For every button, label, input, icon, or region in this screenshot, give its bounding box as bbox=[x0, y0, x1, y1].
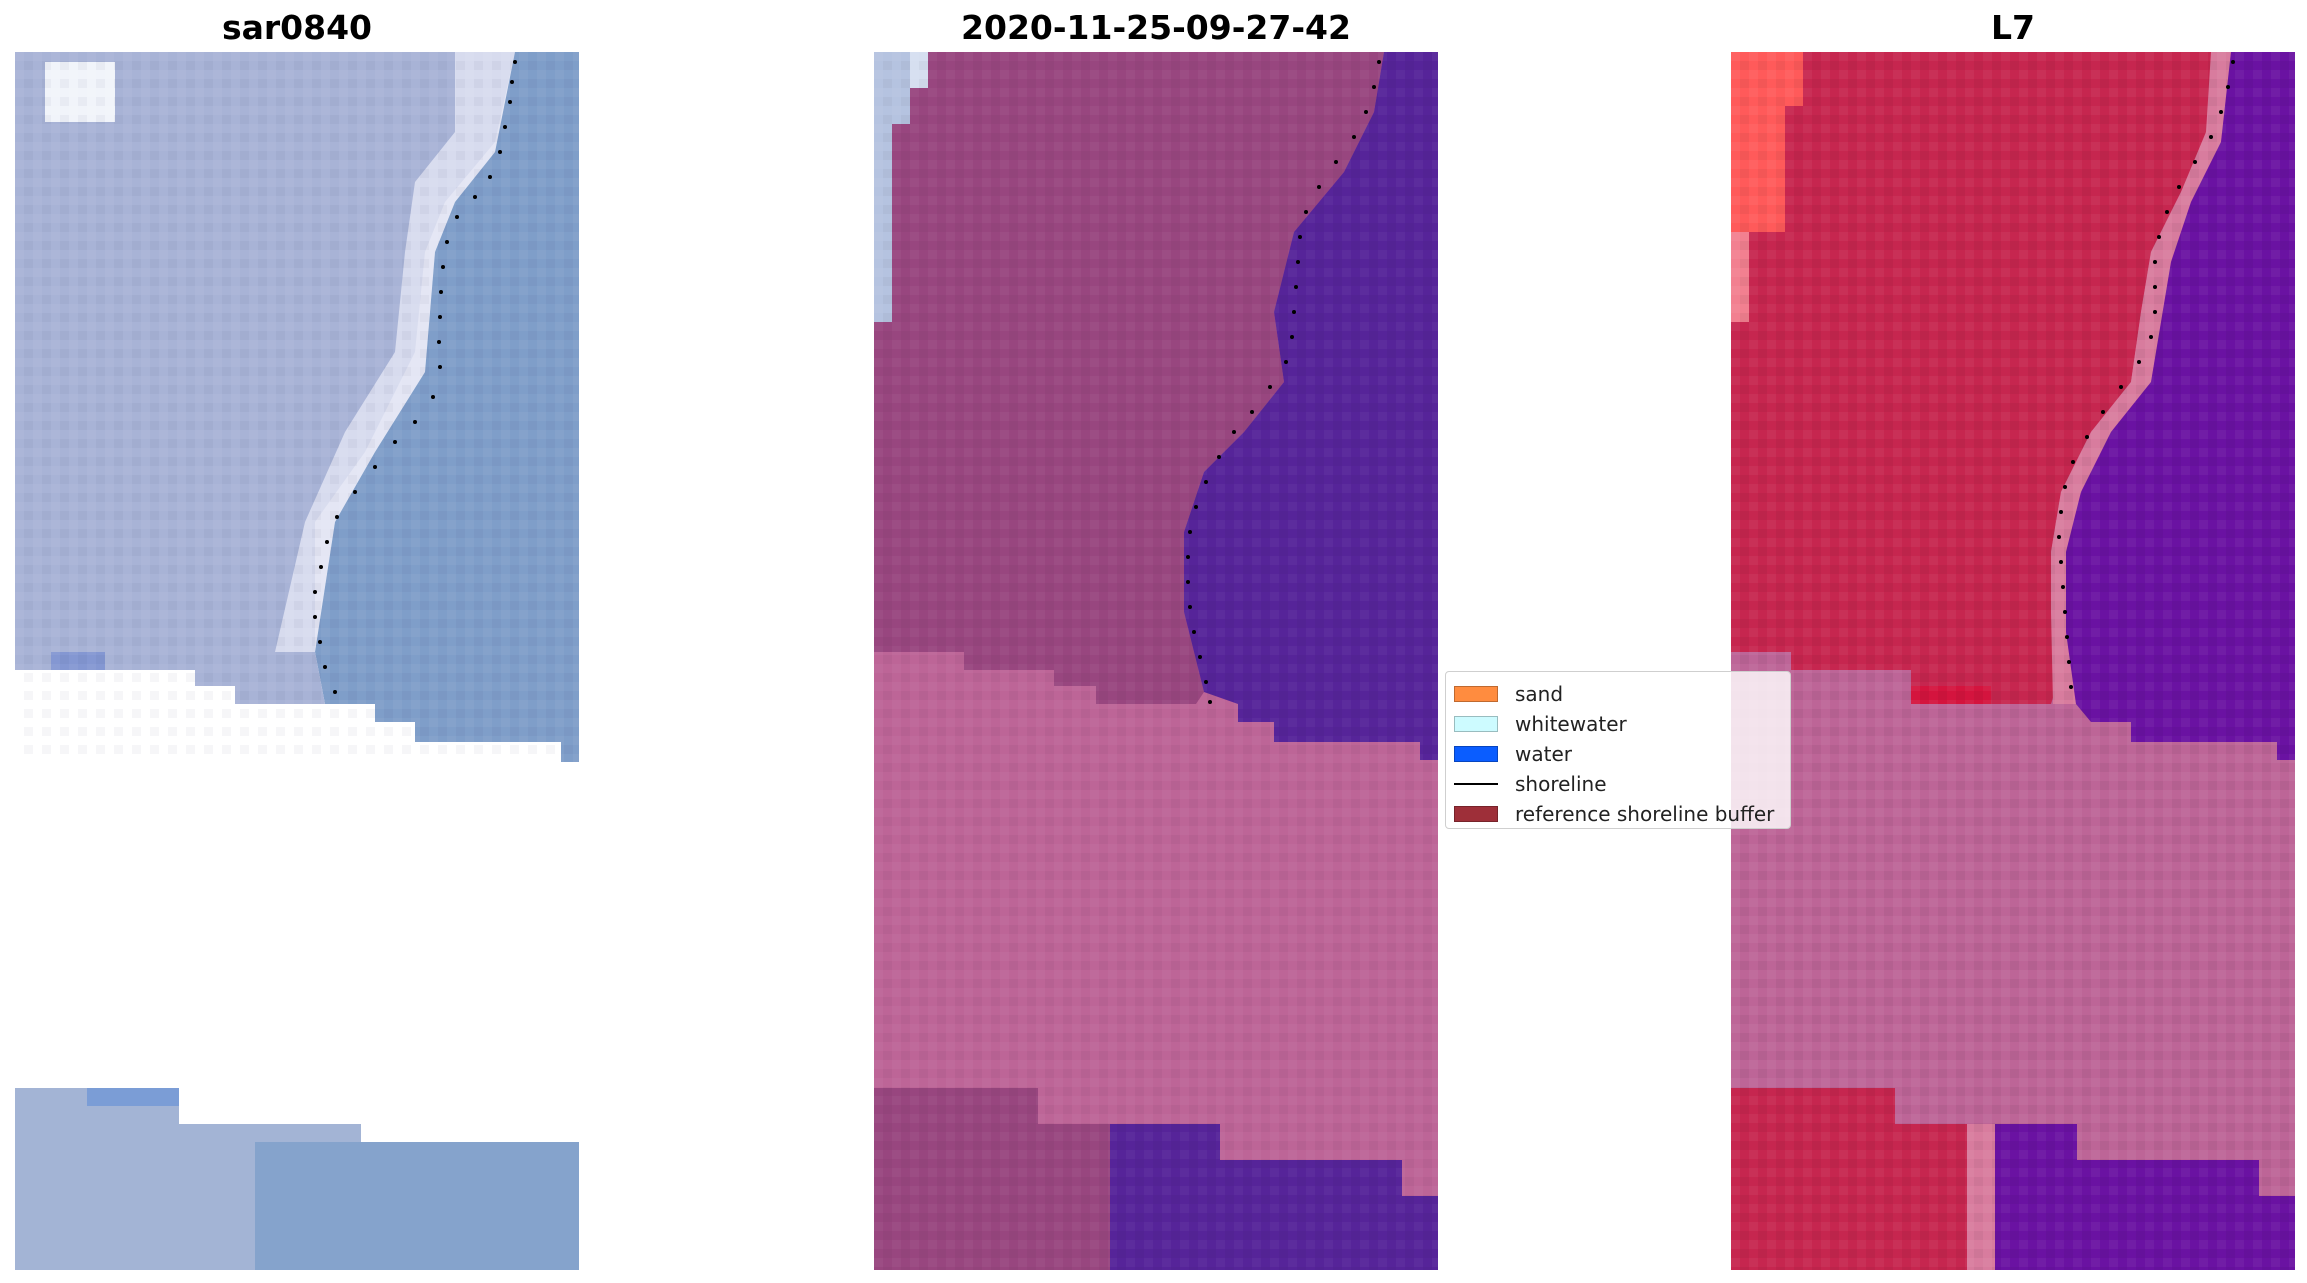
rgb-shoreline-dots bbox=[313, 60, 517, 694]
legend-label: reference shoreline buffer bbox=[1515, 802, 1775, 826]
legend-label: sand bbox=[1515, 682, 1564, 706]
legend: sand whitewater water shoreline reference sh… bbox=[1445, 671, 1791, 829]
rgb-image-panel bbox=[15, 52, 579, 1270]
legend-item-water: water bbox=[1454, 740, 1572, 768]
legend-patch-swatch bbox=[1454, 716, 1498, 732]
class-shoreline-dots bbox=[1186, 60, 1381, 704]
panel-title-classified: 2020-11-25-09-27-42 bbox=[961, 8, 1351, 47]
legend-label: shoreline bbox=[1515, 772, 1607, 796]
legend-patch-swatch bbox=[1454, 806, 1498, 822]
legend-label: water bbox=[1515, 742, 1572, 766]
legend-item-whitewater: whitewater bbox=[1454, 710, 1627, 738]
panel-title-l7: L7 bbox=[1991, 8, 2035, 47]
legend-item-reference-shoreline-buffer: reference shoreline buffer bbox=[1454, 800, 1774, 828]
legend-line-swatch bbox=[1454, 783, 1498, 785]
l7-shoreline-dots bbox=[2057, 60, 2235, 689]
legend-patch-swatch bbox=[1454, 686, 1498, 702]
rgb-bottom-strip bbox=[15, 1088, 579, 1270]
panel-title-rgb: sar0840 bbox=[221, 8, 373, 47]
legend-item-sand: sand bbox=[1454, 680, 1563, 708]
legend-patch-swatch bbox=[1454, 746, 1498, 762]
legend-item-shoreline: shoreline bbox=[1454, 770, 1607, 798]
legend-label: whitewater bbox=[1515, 712, 1627, 736]
classified-image-panel bbox=[874, 52, 1438, 1270]
l7-image-panel bbox=[1731, 52, 2295, 1270]
